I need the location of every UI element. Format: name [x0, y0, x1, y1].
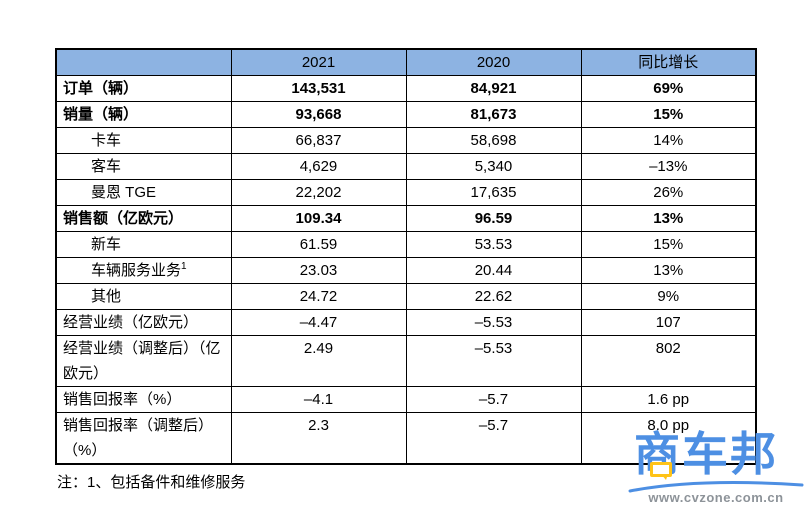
value-2021: 24.72	[230, 283, 407, 310]
value-yoy: 15%	[580, 231, 757, 258]
value-2021: 23.03	[230, 257, 407, 284]
value-yoy: –13%	[580, 153, 757, 180]
value-2020: 84,921	[405, 75, 582, 102]
footnote-number: 1	[87, 474, 96, 491]
value-2021: 2.3	[230, 412, 407, 465]
row-label: 销售额（亿欧元）	[55, 205, 232, 232]
row-label: 订单（辆）	[55, 75, 232, 102]
footnote-ref-superscript: 1	[181, 261, 187, 272]
row-label: 经营业绩（亿欧元）	[55, 309, 232, 336]
value-yoy: 69%	[580, 75, 757, 102]
value-2020: –5.53	[405, 335, 582, 387]
value-2021: 66,837	[230, 127, 407, 154]
value-2021: –4.47	[230, 309, 407, 336]
table-row: 订单（辆） 143,531 84,921 69%	[55, 75, 757, 102]
value-2020: 17,635	[405, 179, 582, 206]
value-yoy: 8.0 pp	[580, 412, 757, 465]
value-2020: 22.62	[405, 283, 582, 310]
row-label: 其他	[55, 283, 232, 310]
row-label: 新车	[55, 231, 232, 258]
table-row: 车辆服务业务1 23.03 20.44 13%	[55, 257, 757, 284]
row-label: 销售回报率（调整后）（%）	[55, 412, 232, 465]
value-2020: 58,698	[405, 127, 582, 154]
value-2021: 61.59	[230, 231, 407, 258]
value-2021: 109.34	[230, 205, 407, 232]
value-yoy: 14%	[580, 127, 757, 154]
value-2021: 22,202	[230, 179, 407, 206]
row-label: 客车	[55, 153, 232, 180]
value-2021: –4.1	[230, 386, 407, 413]
value-yoy: 9%	[580, 283, 757, 310]
value-2020: 5,340	[405, 153, 582, 180]
table-row: 销售额（亿欧元） 109.34 96.59 13%	[55, 205, 757, 232]
financial-comparison-table: 2021 2020 同比增长 订单（辆） 143,531 84,921 69% …	[55, 48, 757, 465]
row-label: 销售回报率（%）	[55, 386, 232, 413]
table-row: 销量（辆） 93,668 81,673 15%	[55, 101, 757, 128]
watermark: 商车邦 www.cvzone.com.cn	[628, 428, 804, 510]
table-row: 销售回报率（%） –4.1 –5.7 1.6 pp	[55, 386, 757, 413]
speech-bubble-icon	[650, 462, 672, 480]
value-2020: –5.53	[405, 309, 582, 336]
value-yoy: 107	[580, 309, 757, 336]
row-label: 车辆服务业务1	[55, 257, 232, 284]
footnote-text: 、包括备件和维修服务	[95, 474, 246, 491]
value-2020: 20.44	[405, 257, 582, 284]
table-row: 经营业绩（亿欧元） –4.47 –5.53 107	[55, 309, 757, 336]
value-yoy: 13%	[580, 257, 757, 284]
value-yoy: 1.6 pp	[580, 386, 757, 413]
table-header-row: 2021 2020 同比增长	[55, 48, 757, 76]
table-row: 新车 61.59 53.53 15%	[55, 231, 757, 258]
header-yoy-growth: 同比增长	[580, 48, 757, 76]
value-2020: 53.53	[405, 231, 582, 258]
row-label: 曼恩 TGE	[55, 179, 232, 206]
value-2021: 2.49	[230, 335, 407, 387]
header-year-2020: 2020	[405, 48, 582, 76]
value-2021: 93,668	[230, 101, 407, 128]
value-2020: –5.7	[405, 412, 582, 465]
row-label: 经营业绩（调整后）（亿欧元）	[55, 335, 232, 387]
value-2020: 96.59	[405, 205, 582, 232]
footnote: 注：1、包括备件和维修服务	[57, 473, 245, 493]
table-row: 经营业绩（调整后）（亿欧元） 2.49 –5.53 802	[55, 335, 757, 387]
value-2020: –5.7	[405, 386, 582, 413]
value-yoy: 802	[580, 335, 757, 387]
table-row: 其他 24.72 22.62 9%	[55, 283, 757, 310]
value-yoy: 15%	[580, 101, 757, 128]
footnote-prefix: 注：	[57, 474, 88, 491]
watermark-swoosh-curve	[628, 481, 804, 493]
header-empty-cell	[55, 48, 232, 76]
value-2021: 4,629	[230, 153, 407, 180]
table-row: 曼恩 TGE 22,202 17,635 26%	[55, 179, 757, 206]
table-row: 卡车 66,837 58,698 14%	[55, 127, 757, 154]
value-yoy: 26%	[580, 179, 757, 206]
row-label: 卡车	[55, 127, 232, 154]
row-label: 销量（辆）	[55, 101, 232, 128]
value-2020: 81,673	[405, 101, 582, 128]
watermark-url: www.cvzone.com.cn	[648, 490, 784, 505]
value-2021: 143,531	[230, 75, 407, 102]
table-row: 客车 4,629 5,340 –13%	[55, 153, 757, 180]
table-row: 销售回报率（调整后）（%） 2.3 –5.7 8.0 pp	[55, 412, 757, 465]
header-year-2021: 2021	[230, 48, 407, 76]
value-yoy: 13%	[580, 205, 757, 232]
